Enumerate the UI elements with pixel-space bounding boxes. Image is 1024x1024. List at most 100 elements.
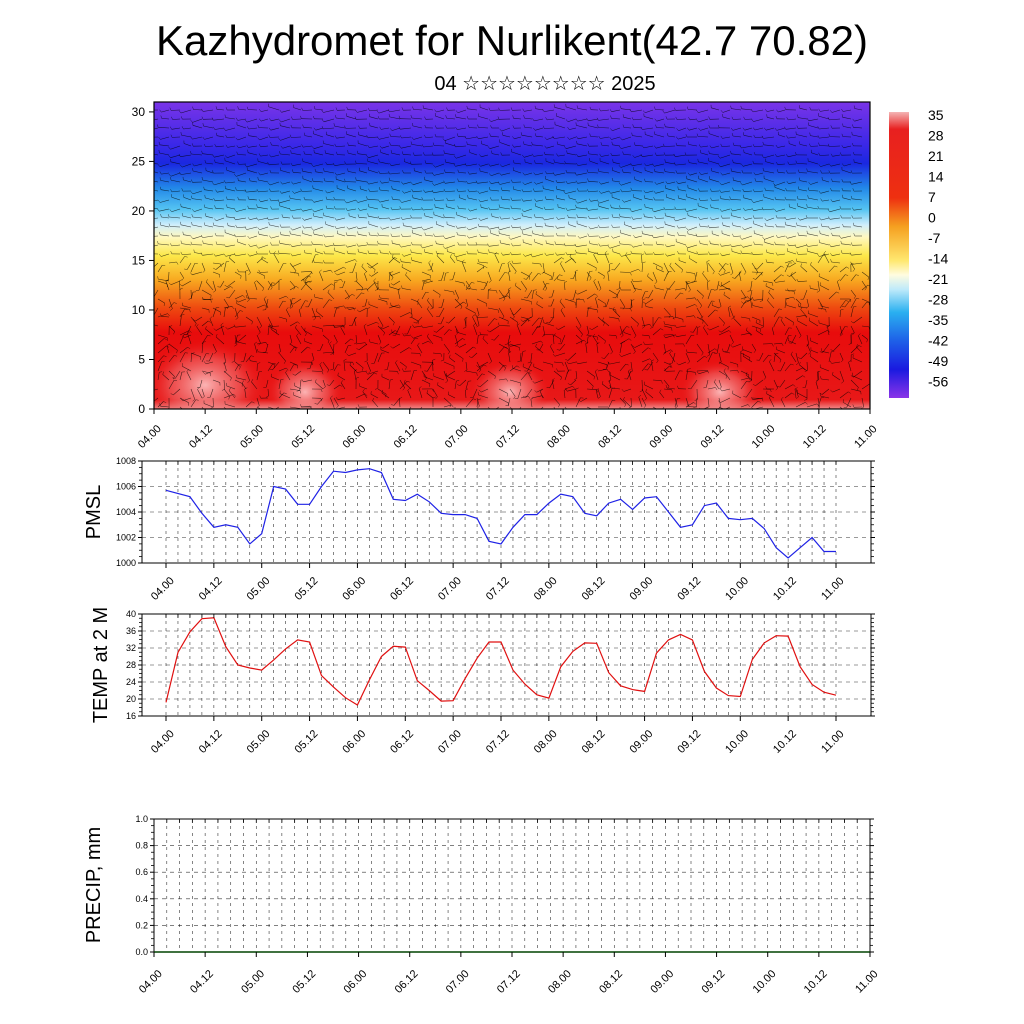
wind-barb [796,244,808,249]
wind-barb-flag [840,308,844,311]
wind-barb [215,145,225,148]
wind-barb-flag [630,250,633,254]
wind-barb-flag [150,205,151,208]
wind-barb [443,273,446,282]
wind-barb-flag [466,141,468,145]
wind-barb [597,280,602,289]
wind-barb-flag [325,196,328,200]
wind-barb [173,388,181,396]
wind-barb [795,375,803,381]
wind-barb [634,144,643,147]
wind-barb [443,289,454,293]
wind-barb-flag [607,245,610,249]
wind-barb [428,262,434,273]
wind-barb-flag [618,318,620,322]
wind-barb [212,307,221,313]
wind-barb [600,181,610,185]
wind-barb [535,293,544,300]
wind-barb [597,388,601,397]
wind-barb [654,253,665,255]
wind-barb [322,283,332,291]
wind-barb [773,353,776,363]
wind-barb [269,224,280,228]
wind-barb-flag [214,233,217,236]
wind-barb [858,335,863,345]
wind-barb [290,198,302,201]
wind-barb-flag [500,152,503,156]
wind-barb-flag [790,351,793,355]
wind-barb [520,316,529,320]
wind-barb-flag [746,300,750,302]
wind-barb-flag [291,181,294,185]
wind-barb-flag [620,105,622,109]
wind-barb-flag [694,273,696,277]
wind-barb [326,163,335,165]
wind-barb [313,233,324,237]
wind-barb-flag [699,171,702,175]
wind-barb-flag [598,135,601,139]
wind-barb-flag [565,207,568,211]
wind-barb [313,163,324,167]
wind-barb-flag [215,189,218,193]
wind-barb-flag [258,199,261,202]
wind-barb-flag [169,107,172,111]
wind-barb-flag [713,379,717,383]
wind-barb-flag [383,332,385,336]
wind-barb-flag [411,188,414,192]
wind-barb-flag [798,335,802,339]
x-tick-label: 07.12 [494,423,522,451]
wind-barb-flag [760,272,763,276]
wind-barb-flag [193,249,195,253]
wind-barb [267,282,273,291]
wind-barb [553,361,563,364]
wind-barb [270,325,280,327]
wind-barb-flag [234,234,237,238]
wind-barb-flag [823,250,827,254]
wind-barb [652,328,661,336]
wind-barb [467,108,478,111]
wind-barb [567,153,577,156]
wind-barb [853,316,863,324]
wind-barb [215,207,225,210]
wind-barb-flag [551,378,555,381]
wind-barb [509,406,513,409]
wind-barb [577,289,588,295]
wind-barb-flag [301,144,304,148]
wind-barb-flag [806,168,808,172]
wind-barb [644,116,654,120]
wind-barb [734,271,742,279]
wind-barb [315,251,324,255]
wind-barb-flag [271,326,273,330]
wind-barb [289,298,293,309]
wind-barb-flag [424,124,427,128]
wind-barb [575,325,583,335]
wind-barb [298,309,302,318]
wind-barb [839,309,841,318]
wind-barb-flag [772,325,775,329]
wind-barb [685,271,695,274]
wind-barb-flag [247,380,250,383]
wind-barb-flag [245,294,248,298]
wind-barb-flag [410,226,413,229]
wind-barb-flag [456,298,459,301]
wind-barb [514,307,522,315]
wind-barb [179,406,183,409]
x-tick-label: 10.00 [750,423,778,451]
wind-barb [740,381,747,390]
wind-barb-flag [749,333,752,336]
wind-barb [424,215,434,219]
x-tick-label: 04.00 [137,968,165,996]
wind-barb [179,309,185,318]
wind-barb [740,300,747,309]
x-tick-label: 05.00 [239,968,267,996]
wind-barb [371,271,379,277]
wind-barb-flag [388,177,391,181]
wind-barb-flag [290,150,292,154]
wind-barb-flag [224,284,228,288]
wind-barb-flag [534,181,537,185]
wind-barb-flag [580,334,583,338]
wind-barb [675,154,687,157]
wind-barb [179,334,185,345]
wind-barb [776,127,786,131]
wind-barb-flag [314,403,318,405]
